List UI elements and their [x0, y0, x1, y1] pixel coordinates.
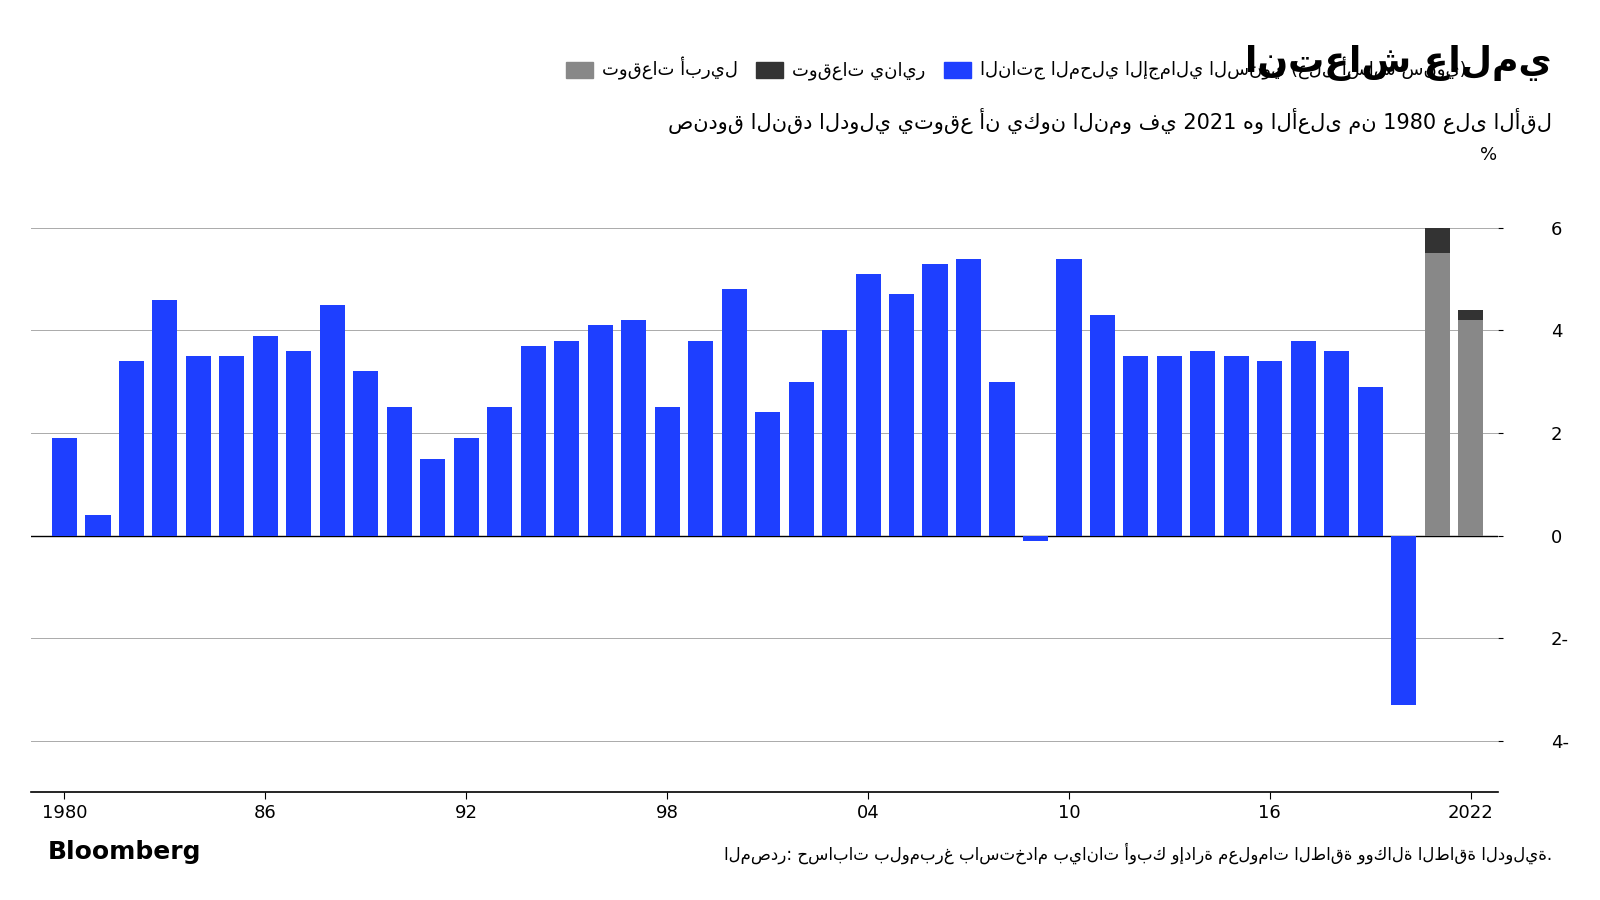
Text: انتعاش عالمي: انتعاش عالمي [1245, 45, 1552, 81]
Bar [1424, 228, 1450, 254]
Bar [755, 412, 781, 536]
Bar [789, 382, 814, 536]
Bar [51, 438, 77, 536]
Bar [1157, 356, 1182, 536]
Bar [955, 258, 981, 536]
Text: Bloomberg: Bloomberg [48, 840, 202, 864]
Bar [1258, 361, 1283, 536]
Bar [1424, 254, 1450, 536]
Bar [1358, 387, 1382, 536]
Bar [118, 361, 144, 536]
Text: المصدر: حسابات بلومبرغ باستخدام بيانات أوبك وإدارة معلومات الطاقة ووكالة الطاقة : المصدر: حسابات بلومبرغ باستخدام بيانات أ… [723, 842, 1552, 864]
Bar [822, 330, 846, 536]
Bar [320, 305, 346, 536]
Bar [1458, 320, 1483, 536]
Bar [1224, 356, 1250, 536]
Bar [1090, 315, 1115, 536]
Bar [486, 408, 512, 536]
Bar [152, 300, 178, 536]
Bar [722, 289, 747, 536]
Bar [654, 408, 680, 536]
Bar [1392, 536, 1416, 705]
Text: %: % [1480, 146, 1498, 164]
Bar [1291, 340, 1315, 536]
Bar [286, 351, 312, 536]
Bar [923, 264, 947, 536]
Bar [421, 459, 445, 536]
Bar [85, 515, 110, 536]
Bar [890, 294, 914, 536]
Bar [1022, 536, 1048, 541]
Bar [856, 274, 880, 536]
Bar [688, 340, 714, 536]
Bar [1056, 258, 1082, 536]
Bar [454, 438, 478, 536]
Bar [1123, 356, 1149, 536]
Bar [253, 336, 278, 536]
Text: صندوق النقد الدولي يتوقع أن يكون النمو في 2021 هو الأعلى من 1980 على الأقل: صندوق النقد الدولي يتوقع أن يكون النمو ف… [669, 108, 1552, 134]
Bar [554, 340, 579, 536]
Bar [1325, 351, 1349, 536]
Bar [1458, 310, 1483, 320]
Bar [621, 320, 646, 536]
Bar [219, 356, 245, 536]
Bar [1190, 351, 1216, 536]
Bar [520, 346, 546, 536]
Bar [387, 408, 411, 536]
Bar [989, 382, 1014, 536]
Legend: توقعات أبريل, توقعات يناير, الناتج المحلي الإجمالي السنوي (على أساس سنوي): توقعات أبريل, توقعات يناير, الناتج المحل… [558, 50, 1474, 87]
Bar [354, 372, 378, 536]
Bar [587, 325, 613, 536]
Bar [186, 356, 211, 536]
